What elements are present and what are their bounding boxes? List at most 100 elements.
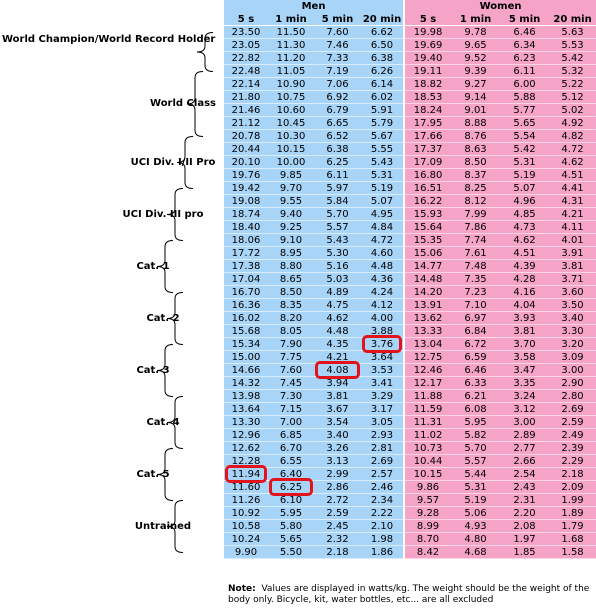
women-value-cell: 2.54 [500, 467, 550, 481]
women-value-cell: 5.42 [549, 51, 596, 65]
women-value-cell: 2.66 [500, 454, 550, 468]
women-value-cell: 15.35 [403, 233, 452, 247]
women-value-cell: 4.82 [549, 129, 596, 143]
women-value-cell: 19.40 [403, 51, 452, 65]
women-value-cell: 7.48 [451, 259, 501, 273]
women-value-cell: 4.11 [549, 220, 596, 234]
men-value-cell: 2.81 [361, 441, 405, 455]
table-row: 10.58 5.80 2.45 2.10 8.99 4.93 2.08 1.79 [224, 519, 596, 533]
footnote: Note: Values are displayed in watts/kg. … [228, 584, 592, 606]
men-value-cell: 6.55 [268, 454, 314, 468]
category-brace [196, 32, 214, 72]
men-value-cell: 3.54 [314, 415, 361, 429]
women-value-cell: 8.63 [451, 142, 501, 156]
men-value-cell: 9.40 [268, 207, 314, 221]
women-value-cell: 7.61 [451, 246, 501, 260]
women-value-cell: 5.53 [549, 38, 596, 52]
men-value-cell: 6.52 [314, 129, 361, 143]
women-value-cell: 8.88 [451, 116, 501, 130]
men-value-cell: 13.98 [224, 389, 268, 403]
women-value-cell: 15.06 [403, 246, 452, 260]
women-value-cell: 6.08 [451, 402, 501, 416]
men-value-cell: 5.79 [361, 116, 405, 130]
men-value-cell: 6.85 [268, 428, 314, 442]
men-value-cell: 23.05 [224, 38, 268, 52]
women-value-cell: 17.09 [403, 155, 452, 169]
women-value-cell: 2.59 [549, 415, 596, 429]
men-value-cell: 5.57 [314, 220, 361, 234]
table-row: 12.96 6.85 3.40 2.93 11.02 5.82 2.89 2.49 [224, 428, 596, 442]
women-20min-header: 20 min [549, 13, 596, 26]
women-value-cell: 13.04 [403, 337, 452, 351]
women-value-cell: 3.20 [549, 337, 596, 351]
men-value-cell: 9.90 [224, 545, 268, 559]
men-value-cell: 20.10 [224, 155, 268, 169]
men-value-cell: 5.95 [268, 506, 314, 520]
table-row: 11.94 6.40 2.99 2.57 10.15 5.44 2.54 2.18 [224, 464, 596, 483]
women-value-cell: 2.80 [549, 389, 596, 403]
men-value-cell: 3.29 [361, 389, 405, 403]
women-value-cell: 6.84 [451, 324, 501, 338]
men-value-cell: 19.42 [224, 181, 268, 195]
table-row: 16.70 8.50 4.89 4.24 14.20 7.23 4.16 3.60 [224, 285, 596, 299]
men-value-cell: 10.15 [268, 142, 314, 156]
women-value-cell: 4.28 [500, 272, 550, 286]
women-value-cell: 4.68 [451, 545, 501, 559]
table-row: 21.46 10.60 6.79 5.91 18.24 9.01 5.77 5.02 [224, 103, 596, 117]
women-value-cell: 2.31 [500, 493, 550, 507]
women-value-cell: 3.93 [500, 311, 550, 325]
men-value-cell: 8.80 [268, 259, 314, 273]
men-value-cell: 10.75 [268, 90, 314, 104]
women-value-cell: 2.49 [549, 428, 596, 442]
women-value-cell: 8.50 [451, 155, 501, 169]
men-value-cell: 10.45 [268, 116, 314, 130]
women-value-cell: 13.33 [403, 324, 452, 338]
women-value-cell: 1.79 [549, 519, 596, 533]
men-value-cell: 5.07 [361, 194, 405, 208]
women-value-cell: 7.86 [451, 220, 501, 234]
category-braces [156, 32, 214, 553]
men-value-cell: 18.40 [224, 220, 268, 234]
men-value-cell: 7.30 [268, 389, 314, 403]
men-value-cell: 6.25 [314, 155, 361, 169]
women-value-cell: 4.31 [549, 194, 596, 208]
women-value-cell: 4.39 [500, 259, 550, 273]
women-value-cell: 2.09 [549, 480, 596, 494]
women-value-cell: 3.24 [500, 389, 550, 403]
women-value-cell: 5.19 [500, 168, 550, 182]
women-value-cell: 5.06 [451, 506, 501, 520]
women-value-cell: 13.62 [403, 311, 452, 325]
women-value-cell: 10.44 [403, 454, 452, 468]
women-value-cell: 8.70 [403, 532, 452, 546]
men-value-cell: 8.65 [268, 272, 314, 286]
men-value-cell: 14.32 [224, 376, 268, 390]
women-value-cell: 4.72 [549, 142, 596, 156]
men-20min-header: 20 min [361, 13, 405, 26]
men-value-cell: 16.70 [224, 285, 268, 299]
men-value-cell: 11.94 [224, 464, 268, 483]
women-value-cell: 4.01 [549, 233, 596, 247]
men-value-cell: 6.65 [314, 116, 361, 130]
men-value-cell: 5.91 [361, 103, 405, 117]
category-label: UCI Div. I/II Pro [130, 156, 216, 168]
table-row: 12.28 6.55 3.13 2.69 10.44 5.57 2.66 2.29 [224, 454, 596, 468]
women-value-cell: 1.89 [549, 506, 596, 520]
men-value-cell: 3.41 [361, 376, 405, 390]
women-value-cell: 11.88 [403, 389, 452, 403]
women-value-cell: 9.52 [451, 51, 501, 65]
men-value-cell: 3.26 [314, 441, 361, 455]
men-value-cell: 6.62 [361, 25, 405, 39]
women-value-cell: 3.00 [549, 363, 596, 377]
women-value-cell: 5.65 [500, 116, 550, 130]
women-value-cell: 19.11 [403, 64, 452, 78]
women-value-cell: 5.31 [451, 480, 501, 494]
men-value-cell: 3.13 [314, 454, 361, 468]
men-value-cell: 4.00 [361, 311, 405, 325]
table-row: 21.80 10.75 6.92 6.02 18.53 9.14 5.88 5.12 [224, 90, 596, 104]
men-value-cell: 2.10 [361, 519, 405, 533]
men-value-cell: 1.98 [361, 532, 405, 546]
women-header: Women [403, 0, 596, 13]
men-value-cell: 7.75 [268, 350, 314, 364]
men-value-cell: 3.40 [314, 428, 361, 442]
table-row: 20.10 10.00 6.25 5.43 17.09 8.50 5.31 4.62 [224, 155, 596, 169]
